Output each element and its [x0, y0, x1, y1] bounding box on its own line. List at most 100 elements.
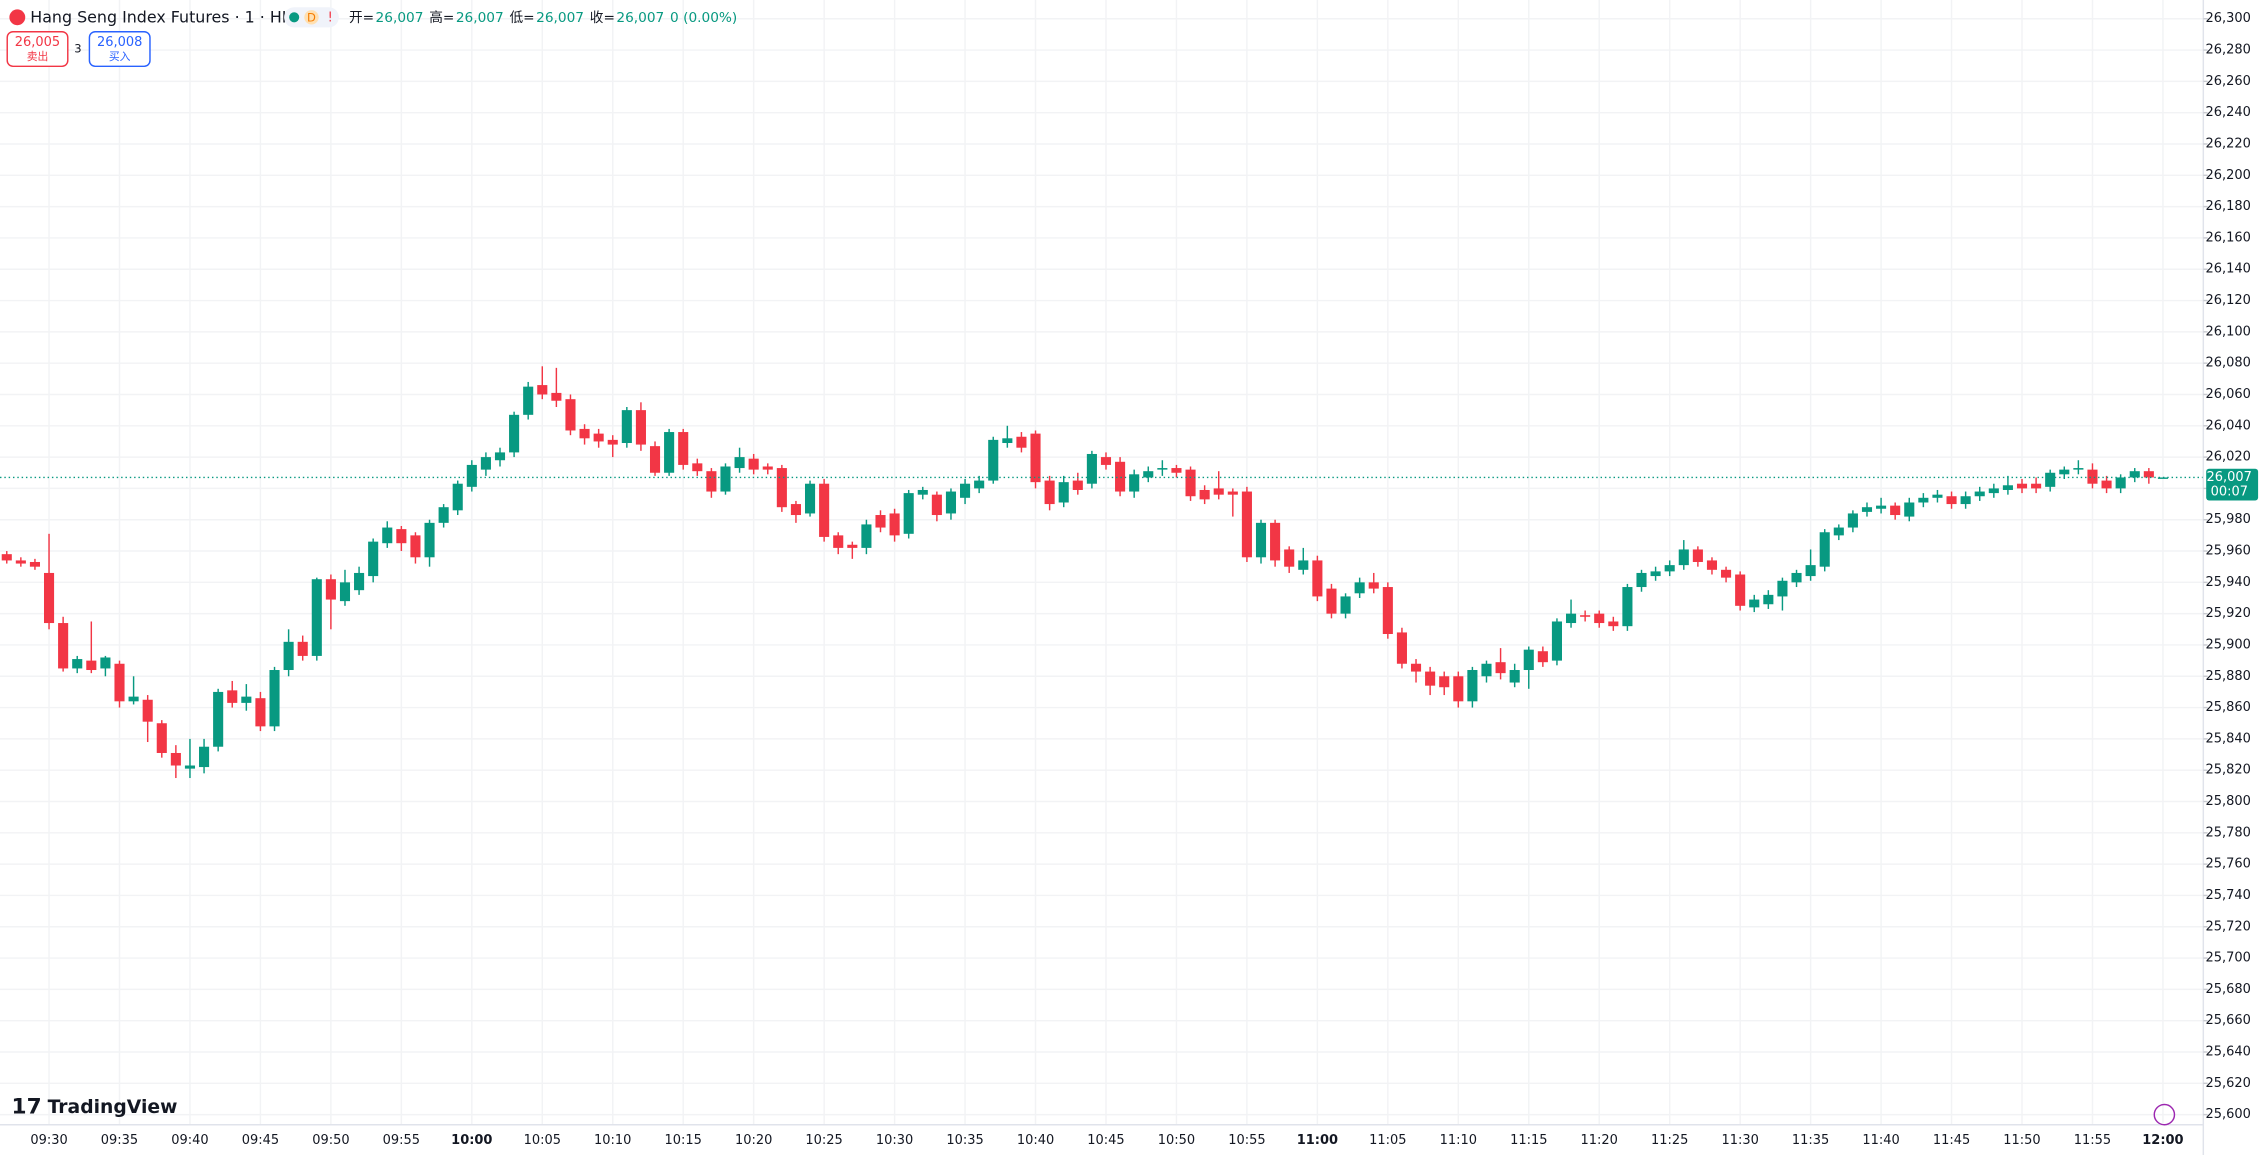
- ohlc-label: 开=: [349, 10, 374, 26]
- ohlc-value: 26,007: [616, 10, 664, 26]
- x-tick-label: 09:55: [383, 1133, 420, 1148]
- candle-body: [1509, 670, 1520, 683]
- x-tick-label: 10:50: [1158, 1133, 1195, 1148]
- candle-body: [917, 489, 928, 495]
- candle-body: [1467, 670, 1478, 702]
- logo: TradingView: [48, 1097, 178, 1118]
- candle-body: [565, 399, 576, 431]
- candle-body: [1298, 560, 1309, 570]
- market-open-dot: [289, 12, 300, 23]
- axes: 26,300 26,280 26,260 26,240 26,220 26,200 26,1…: [30, 11, 2259, 1148]
- y-tick-label: 26,260: [2206, 74, 2251, 89]
- y-tick-label: 25,740: [2206, 888, 2251, 903]
- candle-body: [1340, 596, 1351, 614]
- candle-body: [1988, 488, 1999, 494]
- candle-body: [988, 439, 999, 481]
- alert-icon[interactable]: [2153, 1103, 2176, 1126]
- candle-body: [368, 541, 379, 577]
- candle-body: [664, 432, 675, 473]
- candle-body: [523, 386, 534, 415]
- candle-body: [1763, 594, 1774, 605]
- candle-body: [1185, 469, 1196, 497]
- candle-body: [551, 392, 562, 401]
- candle-body: [1876, 505, 1887, 509]
- y-tick-label: 25,600: [2206, 1107, 2251, 1122]
- candle-body: [43, 572, 55, 624]
- candle-body: [847, 544, 858, 548]
- y-tick-label: 26,060: [2206, 387, 2251, 402]
- candle-body: [1890, 505, 1901, 516]
- x-tick-label: 11:55: [2074, 1133, 2111, 1148]
- sell-button[interactable]: [6, 31, 69, 68]
- candle-body: [1721, 569, 1732, 578]
- candle-body: [1157, 468, 1168, 470]
- candle-body: [945, 491, 957, 514]
- x-tick-label: 09:35: [101, 1133, 138, 1148]
- candle-body: [1255, 522, 1267, 558]
- sell-label[interactable]: 卖出: [27, 49, 49, 63]
- buy-price[interactable]: 26,008: [97, 35, 142, 50]
- candle-body: [213, 691, 224, 747]
- x-tick-label: 11:45: [1933, 1133, 1970, 1148]
- y-tick-label: 26,020: [2206, 450, 2251, 465]
- candle-body: [1199, 489, 1210, 500]
- buy-button[interactable]: [88, 31, 151, 68]
- candle-body: [1692, 549, 1703, 562]
- candle-body: [931, 494, 942, 516]
- candle-body: [1044, 480, 1055, 505]
- candle-body: [1213, 488, 1224, 495]
- candle-body: [833, 535, 844, 548]
- candle-body: [776, 468, 787, 508]
- y-tick-label: 25,980: [2206, 512, 2251, 527]
- x-tick-label: 10:05: [524, 1133, 561, 1148]
- y-tick-label: 26,240: [2206, 105, 2251, 120]
- candle-body: [706, 471, 717, 492]
- candle-body: [1622, 587, 1633, 627]
- candle-body: [1058, 482, 1069, 503]
- candle-body: [720, 466, 731, 492]
- candle-body: [1580, 615, 1591, 617]
- candle-body: [2115, 477, 2126, 489]
- candle-body: [889, 513, 900, 536]
- x-tick-label: 09:30: [30, 1133, 67, 1148]
- candle-body: [1143, 471, 1154, 478]
- candle-body: [1030, 433, 1041, 483]
- buy-label[interactable]: 买入: [109, 50, 131, 63]
- y-tick-label: 26,160: [2206, 230, 2251, 245]
- candle-body: [804, 483, 816, 514]
- x-tick-label: 10:10: [594, 1133, 631, 1148]
- candle-body: [170, 752, 181, 766]
- x-tick-label: 11:10: [1440, 1133, 1477, 1148]
- x-tick-label: 11:15: [1510, 1133, 1547, 1148]
- y-tick-label: 25,640: [2206, 1045, 2251, 1060]
- candle-body: [1960, 496, 1971, 505]
- candle-body: [1594, 613, 1605, 624]
- candle-body: [1171, 468, 1182, 473]
- sell-price[interactable]: 26,005: [15, 35, 60, 50]
- candle-body: [1241, 491, 1252, 558]
- candle-body: [1086, 453, 1097, 484]
- candle-body: [1481, 663, 1492, 677]
- candle-body: [1382, 587, 1393, 635]
- candle-body: [156, 723, 167, 753]
- candle-body: [354, 572, 365, 591]
- candle-body: [1495, 662, 1506, 674]
- candle-body: [424, 522, 435, 558]
- candle-body: [1650, 571, 1661, 577]
- candle-body: [1805, 565, 1816, 577]
- candle-body: [762, 466, 773, 470]
- y-tick-label: 26,140: [2206, 262, 2251, 277]
- candle-body: [819, 483, 830, 537]
- candle-body: [621, 410, 632, 444]
- candle-body: [1819, 532, 1830, 567]
- candle-body: [1002, 438, 1013, 444]
- last-price-label: 26,007: [2207, 470, 2252, 485]
- candle-body: [1791, 572, 1802, 583]
- candle-body: [649, 446, 661, 473]
- candle-body: [2101, 480, 2112, 489]
- candle-body: [1664, 565, 1675, 572]
- candle-body: [1439, 676, 1450, 688]
- symbol-icon: [9, 9, 26, 26]
- candle-body: [114, 663, 125, 702]
- candle-body: [1946, 496, 1957, 505]
